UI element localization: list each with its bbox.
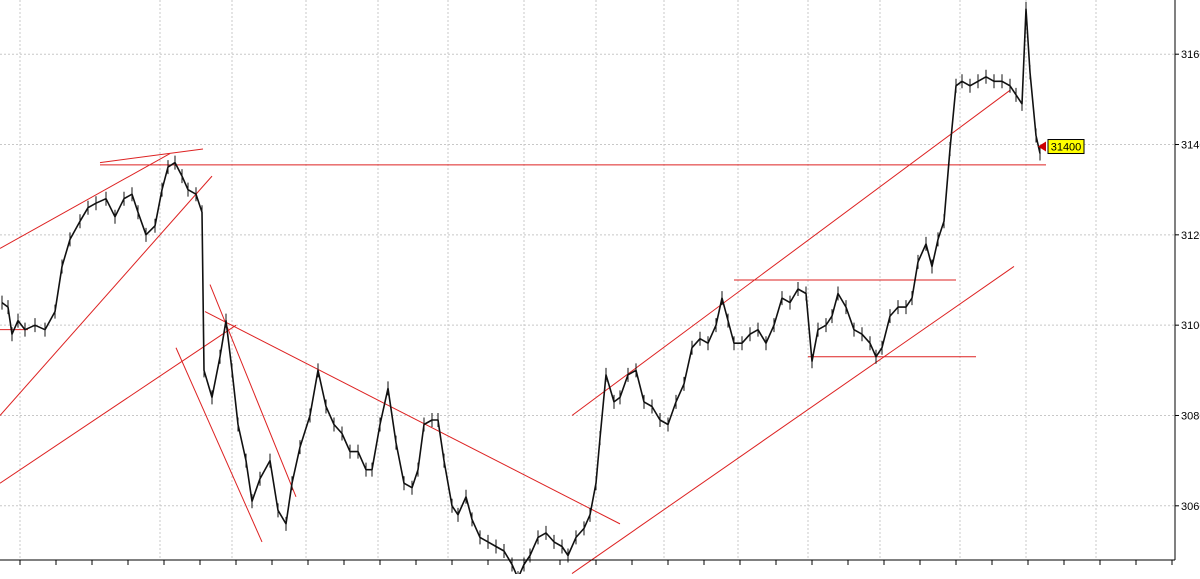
y-tick-label: 3060 [1181,501,1200,513]
axes: 3060 3080 3100 3120 3140 3160 [0,0,1200,565]
current-price-label: 31400 [1051,142,1082,154]
y-tick-label: 3140 [1181,140,1200,152]
trendline [571,266,1015,574]
y-tick-label: 3120 [1181,230,1200,242]
y-tick-label: 3160 [1181,49,1200,61]
trendline [204,311,621,525]
trendline [0,324,237,484]
trendline [0,175,213,416]
trendline [571,89,1011,416]
price-series [1,2,1041,579]
y-tick-label: 3100 [1181,320,1200,332]
trendline [0,153,171,249]
y-tick-label: 3080 [1181,410,1200,422]
trendline [209,284,297,497]
price-line [1,8,1041,579]
grid [0,0,1175,560]
trendline [99,148,204,164]
price-label-box [1047,139,1085,155]
trendlines [0,89,1046,574]
price-label-group: 31400 [1038,139,1085,155]
trendline [175,347,263,543]
price-arrow-icon [1038,141,1046,152]
